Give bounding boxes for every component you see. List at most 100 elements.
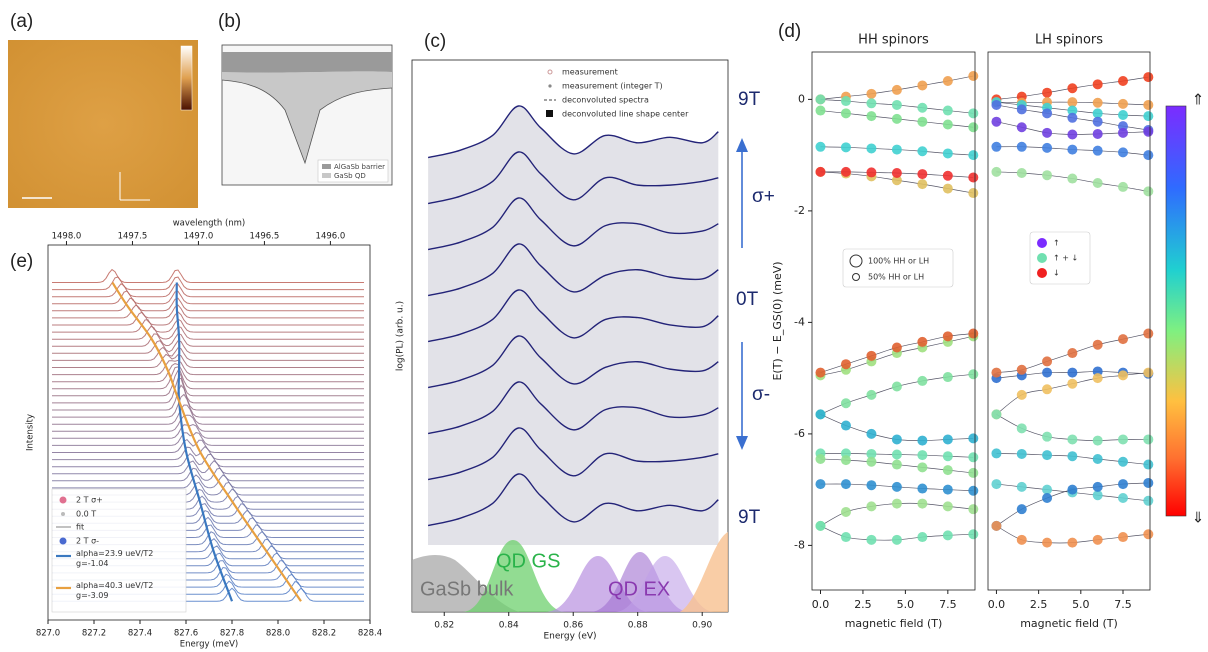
state-marker [866,428,877,439]
peak-shape [615,556,715,612]
state-marker [840,455,851,466]
state-marker [1016,122,1027,133]
state-marker [1118,493,1128,504]
state-marker [866,111,877,122]
state-marker [1143,495,1154,506]
state-marker [942,501,953,512]
state-marker [942,105,953,116]
spectrum-trace [52,363,364,383]
legend-label: deconvoluted spectra [562,96,649,105]
x-tick-label: 827.6 [174,628,198,638]
spectrum-trace [52,445,364,461]
state-marker [968,108,979,119]
plot-frame [811,51,976,591]
spectrum-trace [52,460,364,475]
state-marker [866,88,877,99]
panel-label: (d) [778,21,801,42]
state-marker [1067,537,1078,548]
x2-tick-label: 1496.5 [250,232,280,242]
legend-marker [59,496,67,504]
state-marker [1092,481,1103,492]
y-axis-label: Intensity [26,414,36,451]
state-marker [1042,484,1053,495]
series-line [427,105,719,159]
state-marker [1067,348,1078,359]
legend-label: ↑ + ↓ [1053,254,1078,263]
x-tick-label: 0.90 [692,621,712,631]
legend-label: ↓ [1053,269,1060,278]
state-marker [942,331,953,342]
state-marker [1067,105,1078,116]
state-marker [1143,72,1154,83]
legend-label: deconvoluted line shape center [562,110,689,119]
colorbar-label: ⇓ [1192,509,1205,527]
state-marker [1143,434,1154,445]
x-tick-label: 828.2 [312,628,336,638]
afm-image [8,40,198,208]
state-marker [1042,356,1053,367]
state-marker [1067,434,1078,445]
state-marker [991,99,1002,110]
polarization-label: σ- [752,384,770,405]
x-axis-label: Energy (eV) [543,632,596,642]
legend-label: 2 T σ+ [76,496,103,505]
state-marker [917,435,928,446]
arrow-head [736,138,748,152]
state-marker [917,146,928,157]
peak-shape [680,532,728,612]
state-marker [866,480,877,491]
legend: ↑ ↑ + ↓ ↓ [1029,231,1091,285]
legend-box [538,63,726,123]
state-marker [1092,373,1103,384]
state-marker [815,520,826,531]
state-marker [942,434,953,445]
state-marker [917,102,928,113]
state-marker [815,479,826,490]
state-marker [840,108,851,119]
state-marker [1016,504,1027,515]
state-marker [968,122,979,133]
field-label: 9T [738,89,761,110]
state-marker [1042,170,1053,181]
spectrum-trace [52,283,364,298]
state-marker [1016,423,1027,434]
legend-label-box: alpha=23.9 ueV/T2 g=-1.04 [76,549,153,568]
spectrum-trace [52,384,364,411]
state-marker [1042,431,1053,442]
legend-box [51,488,187,613]
legend-marker [61,512,65,516]
x-tick-label: 0.86 [563,621,583,631]
state-marker [991,448,1002,459]
state-marker [942,451,953,462]
state-marker [942,530,953,541]
state-marker [968,433,979,444]
panel-label: (e) [10,251,33,272]
state-marker [891,381,902,392]
state-marker [1042,450,1053,461]
state-marker [1092,128,1103,139]
x-axis-label: magnetic field (T) [845,617,943,630]
legend: measurement measurement (integer T) deco… [538,63,726,123]
polarization-label: σ+ [752,186,775,207]
state-marker [1143,477,1154,488]
state-marker [1118,370,1128,381]
state-marker [991,520,1002,531]
spectrum-trace [52,268,364,283]
state-marker [891,175,902,186]
state-marker [1067,451,1078,462]
spectrum-trace [52,340,364,354]
state-marker [1042,367,1053,378]
spectrum-trace [52,369,364,397]
legend-label-box: alpha=40.3 ueV/T2 g=-3.09 [76,581,153,600]
x-tick-label: 2.5 [1030,598,1048,611]
state-marker [891,84,902,95]
x-tick-label: 7.5 [1114,598,1132,611]
state-marker [968,504,979,515]
legend-label: 50% HH or LH [868,273,924,282]
spectrum-trace [52,359,364,376]
state-marker [1143,459,1154,470]
state-marker [917,80,928,91]
state-marker [815,453,826,464]
state-marker [942,75,953,86]
state-marker [815,141,826,152]
